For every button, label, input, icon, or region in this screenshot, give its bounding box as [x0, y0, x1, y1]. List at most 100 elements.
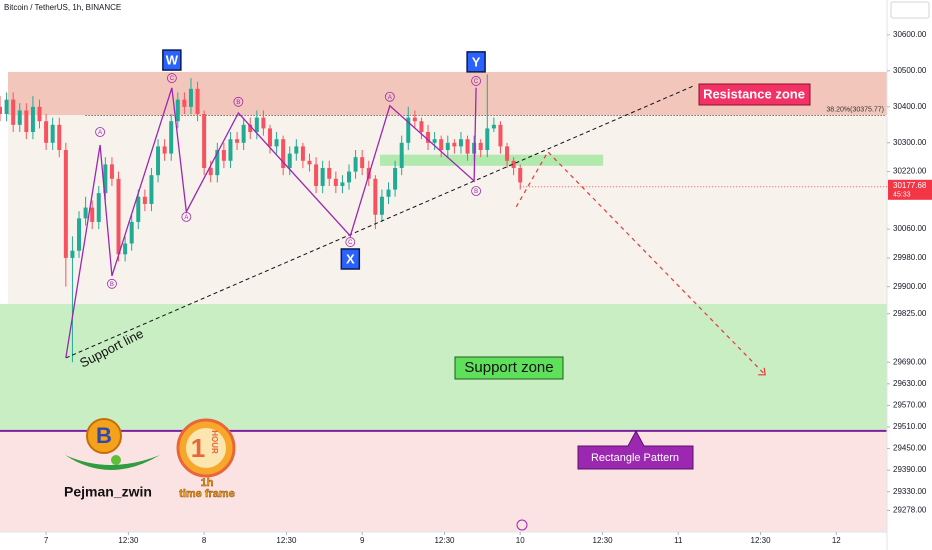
candle-body	[63, 149, 68, 258]
candle-body	[0, 106, 2, 115]
degree-label: W	[166, 53, 179, 68]
candle-body	[518, 167, 523, 183]
event-icon[interactable]	[516, 519, 528, 531]
candle-body	[314, 164, 319, 186]
candle-body	[228, 139, 233, 161]
candle-body	[274, 139, 279, 147]
x-tick-label: 9	[360, 536, 365, 545]
candle-body	[353, 157, 358, 172]
candle-body	[412, 117, 417, 122]
candle-body	[445, 142, 450, 150]
candle-body	[221, 149, 226, 161]
wave-label-ring	[345, 237, 356, 247]
candle-body	[123, 243, 128, 255]
candle-body	[432, 139, 437, 143]
candle-body	[458, 139, 463, 147]
candle-body	[333, 178, 338, 186]
wave-path	[65, 87, 477, 359]
y-tick-label: 30220.00	[893, 167, 927, 176]
coin-letter: B	[96, 423, 112, 448]
candle-body	[77, 218, 82, 251]
x-tick-label: 11	[674, 536, 683, 545]
candle-body	[235, 139, 240, 143]
badge-text: HOUR	[210, 430, 219, 454]
symbol-title: Bitcoin / TetherUS, 1h, BINANCE	[4, 3, 121, 12]
y-tick-label: 29510.00	[893, 422, 927, 431]
candle-body	[373, 178, 378, 215]
wave-label-ring	[166, 73, 177, 83]
consolidation-box	[379, 154, 604, 166]
candle-body	[83, 207, 88, 219]
wave-label-ring	[107, 278, 117, 289]
badge-number: 1	[191, 433, 205, 463]
overlays: A B C A B C A B C W X Y	[65, 49, 766, 376]
candle-body	[116, 178, 121, 255]
x-tick-label: 12	[832, 536, 841, 545]
wave-label-ring	[233, 96, 244, 107]
y-tick-label: 29900.00	[893, 282, 927, 291]
wave-label: B	[474, 189, 478, 195]
last-price-label: 30177.68	[893, 181, 927, 190]
wave-label: A	[184, 215, 188, 221]
candle-body	[195, 88, 200, 115]
x-tick-label: 7	[44, 536, 49, 545]
candle-body	[327, 167, 332, 179]
candle-body	[393, 167, 398, 190]
y-tick-label: 29570.00	[893, 400, 927, 409]
candle-body	[386, 189, 391, 197]
candle-body	[267, 128, 272, 147]
candle-body	[300, 146, 305, 161]
candle-body	[37, 106, 42, 122]
candle-body	[182, 99, 187, 107]
y-tick-label: 29630.00	[893, 379, 927, 388]
candles	[0, 74, 523, 363]
y-tick-label: 30300.00	[893, 138, 927, 147]
candle-body	[169, 121, 174, 154]
x-tick-label: 12:30	[118, 536, 139, 545]
wave-label: C	[474, 79, 479, 85]
y-tick-label: 30600.00	[893, 30, 927, 39]
candle-body	[103, 164, 108, 194]
support-label: Support zone	[454, 356, 564, 380]
lower-zone	[0, 430, 887, 532]
candle-body	[340, 182, 345, 186]
candle-body	[142, 196, 147, 204]
y-tick-label: 29278.00	[893, 506, 927, 515]
candle-body	[50, 124, 55, 143]
y-tick-label: 29450.00	[893, 444, 927, 453]
drawings: 38.20%(30375.77)	[0, 106, 887, 432]
y-tick-label: 30060.00	[893, 224, 927, 233]
time-axis	[0, 532, 932, 550]
candle-body	[175, 99, 180, 122]
candle-body	[347, 171, 352, 183]
candle-body	[452, 142, 457, 147]
leaf	[111, 455, 121, 465]
wave-label: C	[170, 76, 175, 82]
candle-body	[241, 124, 246, 143]
candle-body	[96, 193, 101, 222]
candle-body	[307, 160, 312, 165]
degree-label: Y	[472, 54, 481, 69]
candle-body	[294, 146, 299, 154]
candle-body	[136, 196, 141, 222]
candle-body	[57, 124, 62, 150]
wave-label-ring	[181, 212, 192, 222]
degree-label-box	[466, 51, 486, 73]
candle-body	[17, 110, 22, 125]
candle-body	[505, 146, 510, 161]
candle-body	[129, 221, 134, 244]
candle-body	[485, 128, 490, 150]
candle-body	[478, 142, 483, 150]
candle-body	[156, 146, 161, 176]
candle-body	[426, 132, 431, 143]
scale-button[interactable]	[890, 1, 930, 19]
candle-body	[208, 167, 213, 176]
label-box	[698, 83, 811, 106]
logo: B Pejman_zwin 1 HOUR 1h time frame	[64, 418, 236, 500]
wave-label-ring	[471, 76, 481, 86]
candle-body	[439, 139, 444, 150]
candle-body	[406, 117, 411, 143]
candle-body	[287, 153, 292, 168]
